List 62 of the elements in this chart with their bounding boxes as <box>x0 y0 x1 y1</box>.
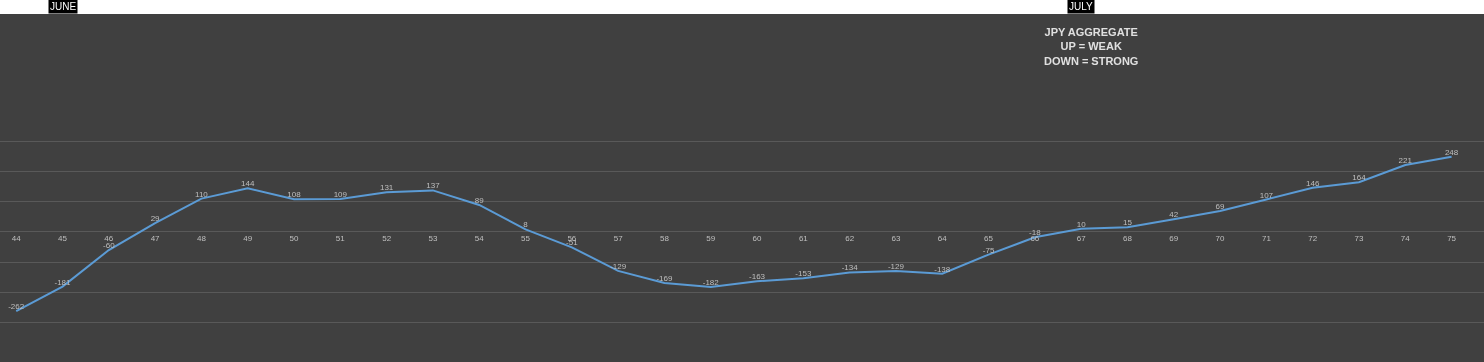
x-tick-label: 67 <box>1076 233 1087 243</box>
x-tick-label: 55 <box>521 233 531 243</box>
data-label: -60 <box>103 241 116 251</box>
x-tick-label: 64 <box>937 233 948 243</box>
x-tick-label: 61 <box>798 233 809 243</box>
data-label: 164 <box>1352 173 1367 183</box>
data-label: 221 <box>1398 156 1413 165</box>
data-label: -163 <box>749 272 766 282</box>
data-label: 42 <box>1169 210 1179 220</box>
data-label: 109 <box>333 189 348 199</box>
data-label: -129 <box>610 261 627 271</box>
data-label: 8 <box>523 220 529 230</box>
x-tick-label: 65 <box>984 233 994 243</box>
x-tick-label: 46 <box>104 233 114 243</box>
annotation: JULY <box>1069 1 1094 12</box>
data-label: 137 <box>426 181 441 191</box>
x-tick-label: 44 <box>11 233 22 243</box>
x-tick-label: 68 <box>1123 233 1133 243</box>
x-tick-label: 70 <box>1215 233 1226 243</box>
data-label: -169 <box>656 274 673 284</box>
x-tick-label: 75 <box>1447 233 1457 243</box>
annotation: JUNE <box>50 1 77 12</box>
x-tick-label: 74 <box>1400 233 1411 243</box>
x-tick-label: 71 <box>1261 233 1272 243</box>
x-tick-label: 47 <box>150 233 161 243</box>
x-tick-label: 49 <box>243 233 253 243</box>
data-label: 144 <box>241 179 255 189</box>
data-label: -129 <box>887 261 905 271</box>
data-label: 10 <box>1076 219 1087 229</box>
data-label: 108 <box>287 190 302 200</box>
data-label: 29 <box>150 214 161 224</box>
x-tick-label: 72 <box>1308 233 1318 243</box>
data-label: -182 <box>702 277 720 287</box>
data-label: 146 <box>1306 178 1320 188</box>
x-tick-label: 59 <box>706 233 716 243</box>
data-label: 69 <box>1215 202 1226 211</box>
x-tick-label: 60 <box>752 233 763 243</box>
x-tick-label: 53 <box>428 233 438 243</box>
x-tick-label: 54 <box>474 233 485 243</box>
data-label: 131 <box>379 183 394 193</box>
data-label: 248 <box>1444 147 1459 157</box>
x-tick-label: 57 <box>613 233 624 243</box>
x-tick-label: 48 <box>196 233 207 243</box>
x-tick-label: 51 <box>335 233 346 243</box>
data-label: 89 <box>474 195 485 205</box>
x-tick-label: 62 <box>845 233 855 243</box>
data-label: -134 <box>841 263 859 273</box>
x-tick-label: 63 <box>891 233 901 243</box>
data-label: 107 <box>1259 190 1274 200</box>
x-tick-label: 73 <box>1354 233 1364 243</box>
x-tick-label: 45 <box>58 233 68 243</box>
x-tick-label: 58 <box>659 233 670 243</box>
data-label: -75 <box>982 245 995 255</box>
data-label: 15 <box>1123 218 1133 228</box>
data-label: -262 <box>8 302 25 312</box>
data-label: -138 <box>934 264 951 274</box>
data-label: -153 <box>795 269 812 279</box>
text: JPY AGGREGATE UP = WEAK DOWN = STRONG <box>1044 26 1139 67</box>
x-tick-label: 52 <box>382 233 392 243</box>
x-tick-label: 69 <box>1169 233 1179 243</box>
x-tick-label: 50 <box>289 233 300 243</box>
data-label: 110 <box>195 189 209 199</box>
